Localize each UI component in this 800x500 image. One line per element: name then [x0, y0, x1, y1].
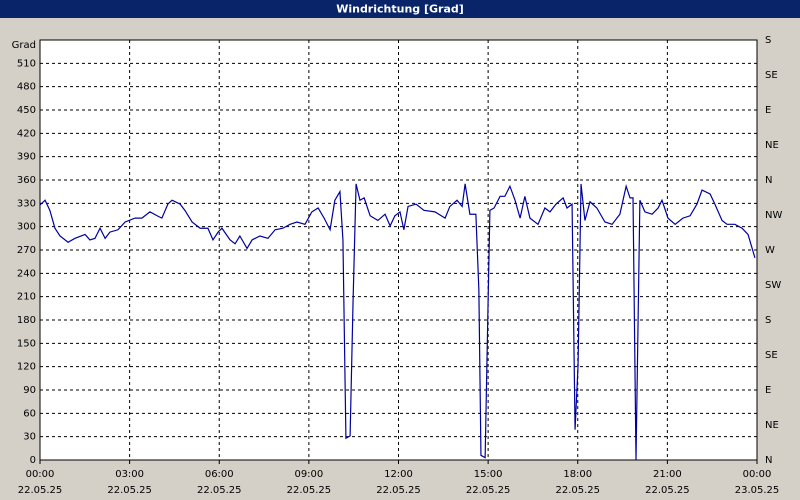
x-tick-label: 21:00: [653, 469, 682, 480]
x-tick-date: 22.05.25: [107, 485, 152, 496]
chart-title: Windrichtung [Grad]: [336, 3, 464, 16]
y-tick-label: 510: [17, 58, 36, 69]
x-tick-label: 12:00: [384, 469, 413, 480]
data-line: [39, 183, 756, 461]
x-tick-date: 22.05.25: [555, 485, 600, 496]
x-tick-date: 22.05.25: [376, 485, 421, 496]
x-tick-label: 18:00: [563, 469, 592, 480]
y2-tick-label: S: [765, 35, 771, 46]
y-tick-label: 270: [17, 245, 36, 256]
x-tick-date: 22.05.25: [197, 485, 242, 496]
x-tick-date: 22.05.25: [287, 485, 332, 496]
x-tick-label: 00:00: [26, 469, 55, 480]
y-tick-label: 420: [17, 128, 36, 139]
y-tick-label: 90: [23, 385, 36, 396]
y2-tick-label: SE: [765, 70, 778, 81]
y-tick-label: 360: [17, 175, 36, 186]
x-tick-label: 06:00: [205, 469, 234, 480]
y2-tick-label: NW: [765, 210, 782, 221]
x-tick-label: 09:00: [294, 469, 323, 480]
y-tick-label: 480: [17, 82, 36, 93]
y-tick-label: 210: [17, 292, 36, 303]
y-tick-label: 150: [17, 338, 36, 349]
y-tick-label: 390: [17, 152, 36, 163]
y2-tick-label: W: [765, 245, 775, 256]
y2-tick-label: E: [765, 105, 771, 116]
y2-tick-label: SE: [765, 350, 778, 361]
x-tick-date: 22.05.25: [645, 485, 690, 496]
y-tick-label: 0: [30, 455, 36, 466]
x-tick-date: 22.05.25: [18, 485, 63, 496]
y-tick-label: 60: [23, 408, 36, 419]
y-tick-label: 120: [17, 362, 36, 373]
y2-tick-label: N: [765, 455, 772, 466]
x-tick-label: 00:00: [743, 469, 772, 480]
y-tick-label: 330: [17, 198, 36, 209]
y2-tick-label: N: [765, 175, 772, 186]
title-bar: [0, 0, 800, 18]
y2-tick-label: S: [765, 315, 771, 326]
y-tick-label: 240: [17, 268, 36, 279]
x-tick-label: 03:00: [115, 469, 144, 480]
y-tick-label: 300: [17, 222, 36, 233]
y2-tick-label: E: [765, 385, 771, 396]
y-tick-label: 450: [17, 105, 36, 116]
x-tick-date: 23.05.25: [735, 485, 780, 496]
y-tick-label: 180: [17, 315, 36, 326]
y2-tick-label: SW: [765, 280, 781, 291]
x-tick-label: 15:00: [474, 469, 503, 480]
x-tick-date: 22.05.25: [466, 485, 511, 496]
y2-tick-label: NE: [765, 420, 779, 431]
y-axis-label: Grad: [12, 40, 36, 51]
y-tick-label: 30: [23, 432, 36, 443]
y2-tick-label: NE: [765, 140, 779, 151]
